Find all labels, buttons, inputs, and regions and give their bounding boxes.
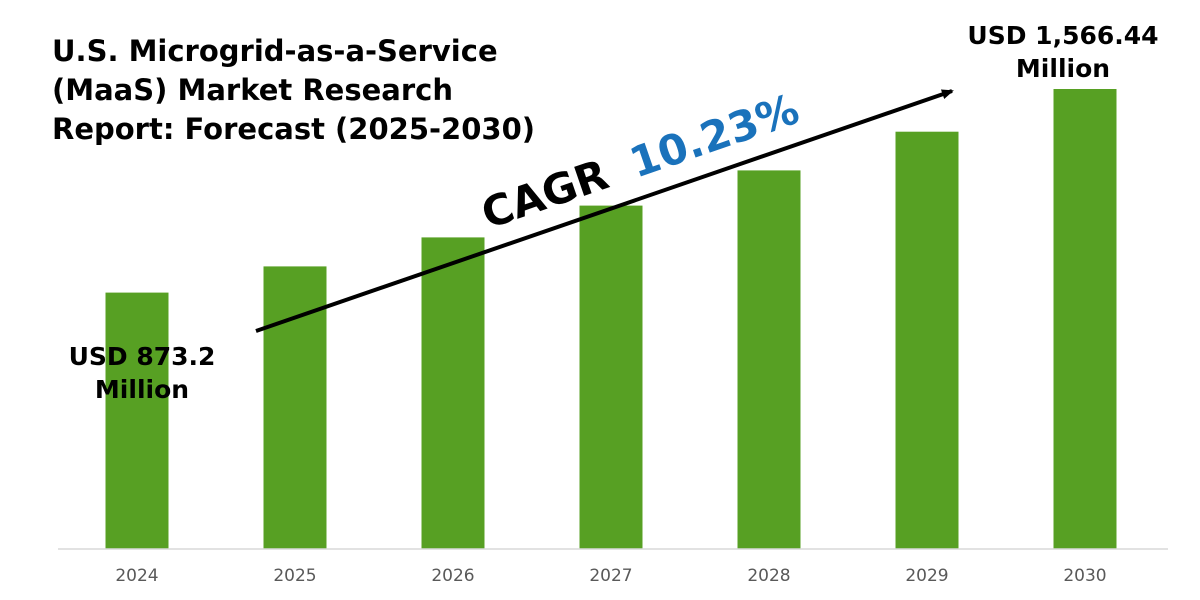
last-value-callout: USD 1,566.44 Million <box>967 21 1158 83</box>
chart-title-line-3: Report: Forecast (2025-2030) <box>52 112 535 146</box>
chart-title-line-2: (MaaS) Market Research <box>52 73 453 107</box>
chart-title: U.S. Microgrid-as-a-Service (MaaS) Marke… <box>52 34 535 146</box>
x-tick-label-2026: 2026 <box>431 566 474 586</box>
last-value-label-line-2: Million <box>1016 54 1110 83</box>
chart-title-line-1: U.S. Microgrid-as-a-Service <box>52 34 498 68</box>
x-axis-ticks: 2024 2025 2026 2027 2028 2029 2030 <box>115 566 1106 586</box>
x-tick-label-2028: 2028 <box>747 566 790 586</box>
bar-series <box>105 89 1117 549</box>
last-value-label-line-1: USD 1,566.44 <box>967 21 1158 50</box>
x-tick-label-2027: 2027 <box>589 566 632 586</box>
bar-2025 <box>263 266 327 549</box>
first-value-label-line-2: Million <box>95 375 189 404</box>
bar-2030 <box>1053 89 1117 549</box>
x-tick-label-2024: 2024 <box>115 566 158 586</box>
x-tick-label-2030: 2030 <box>1063 566 1106 586</box>
bar-2024 <box>105 292 169 549</box>
bar-2027 <box>579 205 643 549</box>
growth-arrow <box>255 89 954 333</box>
bar-2026 <box>421 237 485 549</box>
bar-2029 <box>895 131 959 549</box>
first-value-callout: USD 873.2 Million <box>69 342 216 404</box>
x-tick-label-2025: 2025 <box>273 566 316 586</box>
bar-2028 <box>737 170 801 549</box>
first-value-label-line-1: USD 873.2 <box>69 342 216 371</box>
x-tick-label-2029: 2029 <box>905 566 948 586</box>
